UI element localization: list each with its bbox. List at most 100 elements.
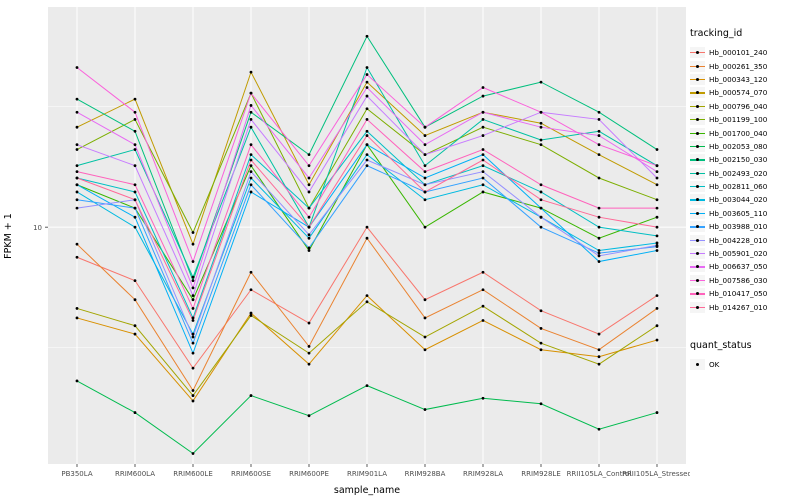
legend-item: Hb_003605_110 bbox=[690, 207, 800, 220]
data-point bbox=[597, 206, 601, 210]
data-point bbox=[249, 153, 253, 157]
data-point bbox=[481, 148, 485, 151]
y-tick-label: 10 bbox=[33, 224, 42, 232]
data-point bbox=[655, 244, 659, 247]
data-point bbox=[597, 254, 601, 258]
data-point bbox=[133, 279, 137, 283]
point-marker-icon bbox=[696, 265, 699, 269]
data-point bbox=[655, 411, 659, 414]
legend-item: Hb_001199_100 bbox=[690, 113, 800, 126]
data-point bbox=[365, 66, 369, 69]
legend-key-swatch bbox=[690, 248, 705, 260]
data-point bbox=[191, 394, 195, 397]
legend-item: Hb_005901_020 bbox=[690, 247, 800, 260]
data-point bbox=[133, 118, 137, 121]
data-point bbox=[655, 234, 659, 238]
data-point bbox=[597, 251, 601, 255]
data-point bbox=[133, 183, 137, 187]
data-point bbox=[423, 125, 427, 129]
data-point bbox=[191, 231, 195, 234]
data-point bbox=[539, 138, 543, 142]
data-point bbox=[133, 225, 137, 229]
data-point bbox=[249, 270, 253, 274]
data-point bbox=[481, 158, 485, 162]
data-point bbox=[655, 225, 659, 229]
data-point bbox=[133, 148, 137, 151]
legend-key-swatch bbox=[690, 140, 705, 152]
point-marker-icon bbox=[696, 238, 699, 242]
x-tick-label: PB350LA bbox=[61, 470, 92, 478]
x-tick-label: RRIM901LA bbox=[347, 470, 387, 478]
point-marker-icon bbox=[696, 252, 699, 256]
x-tick-label: RRII105LA_Stressed bbox=[622, 470, 690, 478]
data-point bbox=[423, 316, 427, 320]
data-point bbox=[423, 153, 427, 157]
data-point bbox=[307, 351, 311, 355]
data-point bbox=[597, 348, 601, 352]
data-point bbox=[597, 143, 601, 147]
x-tick-label: RRIM600LE bbox=[173, 470, 213, 478]
legend-label: Hb_003605_110 bbox=[709, 208, 768, 218]
data-point bbox=[75, 198, 79, 202]
legend-title-tracking-id: tracking_id bbox=[690, 28, 743, 39]
data-point bbox=[133, 110, 137, 114]
data-point bbox=[75, 66, 79, 69]
data-point bbox=[481, 134, 485, 137]
data-point bbox=[365, 73, 369, 76]
data-point bbox=[481, 118, 485, 121]
data-point bbox=[481, 190, 485, 194]
data-point bbox=[307, 233, 311, 237]
data-point bbox=[133, 298, 137, 302]
data-point bbox=[423, 170, 427, 174]
legend-label: Hb_005901_020 bbox=[709, 249, 768, 259]
data-point bbox=[655, 241, 659, 245]
data-point bbox=[597, 225, 601, 229]
point-marker-icon bbox=[696, 363, 699, 366]
data-point bbox=[191, 316, 195, 320]
data-point bbox=[307, 190, 311, 194]
data-point bbox=[365, 236, 369, 240]
data-point bbox=[365, 134, 369, 137]
legend-label: Hb_006637_050 bbox=[709, 262, 768, 272]
data-point bbox=[191, 307, 195, 310]
data-point bbox=[597, 176, 601, 180]
data-point bbox=[307, 321, 311, 325]
legend-item: Hb_000261_350 bbox=[690, 59, 800, 72]
legend-key-swatch bbox=[690, 181, 705, 193]
data-point bbox=[249, 118, 253, 121]
data-point bbox=[249, 110, 253, 114]
data-point bbox=[597, 215, 601, 219]
data-point bbox=[191, 341, 195, 345]
data-point bbox=[133, 324, 137, 328]
legend-key-swatch bbox=[690, 234, 705, 246]
data-point bbox=[75, 110, 79, 114]
legend-label: Hb_003044_020 bbox=[709, 195, 768, 205]
legend-item: Hb_002150_030 bbox=[690, 153, 800, 166]
data-point bbox=[481, 110, 485, 114]
data-point bbox=[307, 153, 311, 157]
data-point bbox=[75, 143, 79, 147]
data-point bbox=[423, 143, 427, 147]
data-point bbox=[191, 242, 195, 246]
legend-item: Hb_007586_030 bbox=[690, 274, 800, 287]
data-point bbox=[365, 129, 369, 133]
data-point bbox=[133, 215, 137, 219]
legend-label: Hb_010417_050 bbox=[709, 289, 768, 299]
legend-label: Hb_002053_080 bbox=[709, 141, 768, 151]
data-point bbox=[539, 402, 543, 406]
data-point bbox=[307, 183, 311, 187]
legend-key-swatch bbox=[690, 261, 705, 273]
data-point bbox=[365, 118, 369, 121]
data-point bbox=[191, 279, 195, 283]
data-point bbox=[191, 452, 195, 455]
data-point bbox=[365, 34, 369, 38]
legend-item: Hb_000343_120 bbox=[690, 73, 800, 86]
legend-key-swatch bbox=[690, 127, 705, 139]
data-point bbox=[423, 225, 427, 229]
data-point bbox=[423, 298, 427, 302]
legend-item: Hb_010417_050 bbox=[690, 287, 800, 300]
y-axis-title: FPKM + 1 bbox=[3, 213, 14, 259]
data-point bbox=[365, 294, 369, 297]
data-point bbox=[655, 338, 659, 342]
data-point bbox=[423, 190, 427, 194]
